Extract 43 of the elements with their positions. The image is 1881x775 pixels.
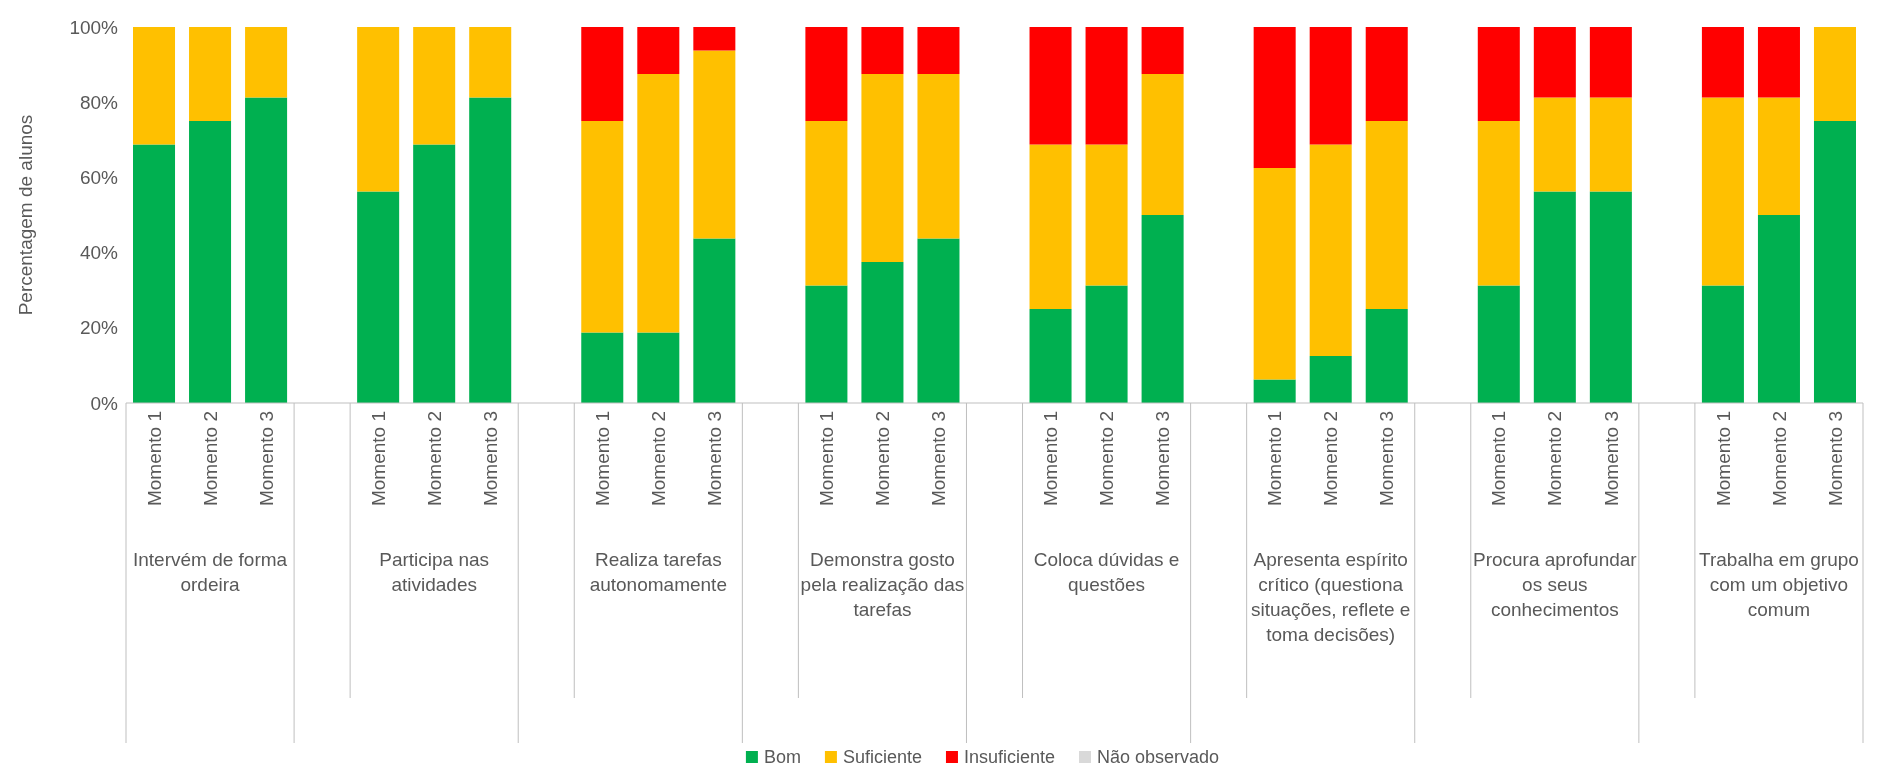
x-tick-label: Momento 2 [1544,411,1566,507]
x-tick-label: Momento 1 [1488,411,1510,507]
x-tick-label: Momento 3 [928,411,950,507]
y-tick-label: 40% [79,242,119,264]
x-tick-label: Momento 2 [1096,411,1118,507]
x-tick-label: Momento 1 [591,411,613,507]
y-tick-label: 60% [79,167,119,189]
text: Demonstra gosto pela realização das tarefas [800,549,965,620]
y-axis-title: Percentagem de alunos [15,114,36,316]
y-tick-label: 20% [79,317,119,339]
text: Coloca dúvidas e questões [1033,549,1180,595]
text: Realiza tarefas autonomamente [589,549,727,595]
x-tick-label: Momento 3 [255,411,277,507]
text: Apresenta espírito crítico (questiona situações, reflete e toma decisões) [1250,549,1411,645]
x-tick-label: Momento 3 [1376,411,1398,507]
legend-label: Insuficiente [963,747,1056,768]
x-tick-label: Momento 1 [1712,411,1734,507]
x-tick-label: Momento 3 [1152,411,1174,507]
legend-label: Não observado [1097,747,1220,768]
x-tick-label: Momento 1 [367,411,389,507]
x-tick-label: Momento 3 [479,411,501,507]
x-tick-label: Momento 1 [1040,411,1062,507]
text: Intervém de forma ordeira [132,549,288,595]
x-tick-label: Momento 2 [872,411,894,507]
x-tick-label: Momento 3 [1600,411,1622,507]
legend-label: Suficiente [842,747,922,768]
y-tick-label: 0% [90,392,119,414]
x-tick-label: Momento 3 [703,411,725,507]
x-tick-label: Momento 1 [143,411,165,507]
x-tick-label: Momento 3 [1824,411,1846,507]
x-tick-label: Momento 2 [199,411,221,507]
x-tick-label: Momento 2 [423,411,445,507]
text: Trabalha em grupo com um objetivo comum [1699,549,1859,620]
text: Procura aprofundar os seus conhecimentos [1472,549,1638,620]
x-tick-label: Momento 2 [1320,411,1342,507]
y-tick-label: 100% [69,16,119,38]
x-tick-label: Momento 1 [1264,411,1286,507]
y-tick-label: 80% [79,91,119,113]
legend-label: Bom [763,747,801,768]
text: Participa nas atividades [379,549,490,595]
x-tick-label: Momento 2 [647,411,669,507]
x-tick-label: Momento 2 [1768,411,1790,507]
x-tick-label: Momento 1 [816,411,838,507]
